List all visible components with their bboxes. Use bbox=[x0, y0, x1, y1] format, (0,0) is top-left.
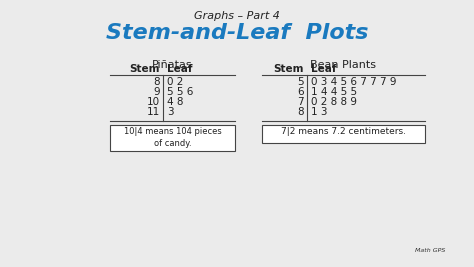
Text: 1 4 4 5 5: 1 4 4 5 5 bbox=[311, 87, 357, 97]
Text: 10: 10 bbox=[147, 97, 160, 107]
Text: 9: 9 bbox=[154, 87, 160, 97]
Text: Leaf: Leaf bbox=[167, 64, 192, 74]
Text: Graphs – Part 4: Graphs – Part 4 bbox=[194, 11, 280, 21]
Text: 0 3 4 5 6 7 7 7 9: 0 3 4 5 6 7 7 7 9 bbox=[311, 77, 396, 87]
Text: 0 2 8 8 9: 0 2 8 8 9 bbox=[311, 97, 357, 107]
Text: Leaf: Leaf bbox=[311, 64, 337, 74]
Text: 7|2 means 7.2 centimeters.: 7|2 means 7.2 centimeters. bbox=[281, 127, 406, 136]
Text: Bean Plants: Bean Plants bbox=[310, 60, 376, 70]
Text: 6: 6 bbox=[297, 87, 304, 97]
Text: Stem: Stem bbox=[273, 64, 304, 74]
Text: Piñatas: Piñatas bbox=[152, 60, 193, 70]
Text: 5: 5 bbox=[297, 77, 304, 87]
Text: 4 8: 4 8 bbox=[167, 97, 183, 107]
Text: 11: 11 bbox=[147, 107, 160, 117]
Text: 8: 8 bbox=[297, 107, 304, 117]
Text: 8: 8 bbox=[154, 77, 160, 87]
Text: 3: 3 bbox=[167, 107, 173, 117]
Text: 7: 7 bbox=[297, 97, 304, 107]
Text: 0 2: 0 2 bbox=[167, 77, 183, 87]
Text: 5 5 6: 5 5 6 bbox=[167, 87, 193, 97]
Text: Stem-and-Leaf  Plots: Stem-and-Leaf Plots bbox=[106, 23, 368, 43]
Text: Stem: Stem bbox=[129, 64, 160, 74]
Text: 1 3: 1 3 bbox=[311, 107, 328, 117]
Text: 10|4 means 104 pieces
of candy.: 10|4 means 104 pieces of candy. bbox=[124, 127, 221, 148]
Text: Math GPS: Math GPS bbox=[415, 248, 445, 253]
FancyBboxPatch shape bbox=[110, 125, 235, 151]
FancyBboxPatch shape bbox=[262, 125, 425, 143]
